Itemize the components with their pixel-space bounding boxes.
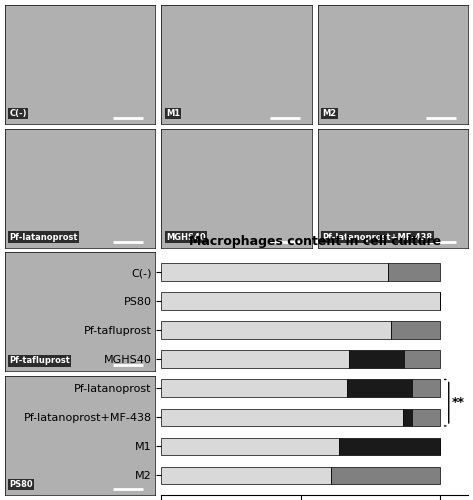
Bar [388,264,440,281]
Text: MGHS40: MGHS40 [166,232,205,241]
Text: C(-): C(-) [9,109,27,118]
Bar [161,292,440,310]
Bar [403,408,412,426]
Title: Macrophages content in cell culture: Macrophages content in cell culture [189,236,441,248]
Bar [161,466,331,484]
Bar [391,322,440,339]
Bar [161,380,347,397]
Text: M1: M1 [166,109,180,118]
Text: PS80: PS80 [9,480,33,489]
Bar [161,264,388,281]
Text: Pf-tafluprost: Pf-tafluprost [9,356,70,366]
Bar [331,466,440,484]
Bar [161,438,339,455]
Bar [412,408,440,426]
Bar [161,408,403,426]
Text: Pf-latanoprost: Pf-latanoprost [9,232,78,241]
Text: M2: M2 [322,109,336,118]
Bar [161,350,349,368]
Bar [339,438,440,455]
Bar [404,350,440,368]
Bar [349,350,404,368]
Text: **: ** [452,396,464,409]
Bar [412,380,440,397]
Text: Pf-latanoprost+MF-438: Pf-latanoprost+MF-438 [322,232,432,241]
Bar [347,380,412,397]
Bar [161,322,391,339]
